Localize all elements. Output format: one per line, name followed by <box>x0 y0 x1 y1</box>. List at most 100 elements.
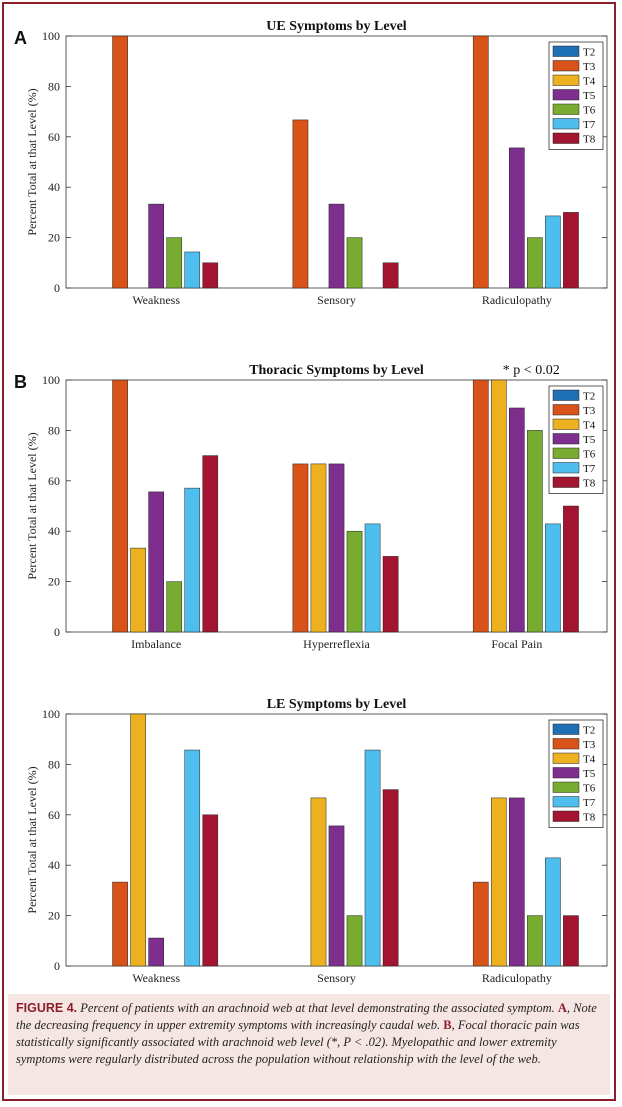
legend-label-t8: T8 <box>583 478 596 490</box>
legend-swatch-t3 <box>552 404 580 416</box>
y-tick-label: 80 <box>48 757 60 771</box>
le-symptoms-chart: LE Symptoms by Level 0 20 40 60 80 100 Percent … <box>25 697 608 985</box>
bar-t7 <box>184 749 201 967</box>
bar-t8 <box>202 455 219 633</box>
legend-label-t7: T7 <box>583 119 596 131</box>
legend-label-t6: T6 <box>583 105 596 117</box>
bar-t7 <box>184 487 201 633</box>
legend-swatch-t2 <box>552 723 580 735</box>
bar-t4 <box>130 713 146 967</box>
bar-t6 <box>346 237 363 289</box>
y-tick-label: 40 <box>48 180 60 194</box>
legend-label-t3: T3 <box>583 405 596 417</box>
bar-t5 <box>148 937 164 967</box>
bar-t4 <box>490 379 507 633</box>
legend-swatch-t7 <box>552 118 580 130</box>
bar-t3 <box>472 881 489 967</box>
caption-label: FIGURE 4. <box>16 1001 78 1015</box>
bar-t3 <box>292 119 309 289</box>
ue-symptoms-chart: UE Symptoms by Level 0 20 40 60 80 100 Percent … <box>25 19 608 307</box>
thoracic-symptoms-chart: Thoracic Symptoms by Level * p < 0.02 0 20 4… <box>25 363 608 651</box>
y-tick-label: 0 <box>54 625 60 639</box>
bar-t7 <box>545 523 561 633</box>
caption-key-b: B <box>443 1018 452 1032</box>
legend-swatch-t6 <box>552 781 580 793</box>
panel-label-a: A <box>14 28 27 48</box>
legend-swatch-t2 <box>552 389 580 401</box>
bar-t5 <box>328 463 345 633</box>
bar-t5 <box>328 203 345 289</box>
bar-t3 <box>112 881 128 967</box>
legend-swatch-t3 <box>552 60 580 72</box>
x-tick-label: Weakness <box>132 293 180 307</box>
x-tick-label: Imbalance <box>131 637 181 651</box>
bar-t7 <box>184 251 201 289</box>
legend-label-t5: T5 <box>583 90 596 102</box>
bar-t7 <box>364 749 381 967</box>
legend-label-t5: T5 <box>583 768 596 780</box>
chart-panel-ue: A UE Symptoms by Level 0 20 40 60 80 100 Percen… <box>4 12 614 332</box>
y-tick-label: 100 <box>42 373 60 387</box>
bar-t5 <box>148 491 164 633</box>
bar-t5 <box>328 825 345 967</box>
bar-t3 <box>112 379 128 633</box>
legend-swatch-t8 <box>552 132 580 144</box>
bar-t8 <box>563 915 579 967</box>
legend-label-t6: T6 <box>583 783 596 795</box>
y-axis-label: Percent Total at that Level (%) <box>25 88 39 235</box>
bar-t7 <box>545 215 561 289</box>
bar-t5 <box>509 147 525 289</box>
bar-t6 <box>346 915 363 967</box>
y-tick-label: 0 <box>54 959 60 973</box>
y-axis-label: Percent Total at that Level (%) <box>25 432 39 579</box>
legend-swatch-t6 <box>552 447 580 459</box>
legend-swatch-t5 <box>552 433 580 445</box>
y-tick-label: 40 <box>48 524 60 538</box>
y-tick-label: 100 <box>42 707 60 721</box>
bar-t8 <box>563 505 579 633</box>
legend-label-t7: T7 <box>583 797 596 809</box>
bar-t6 <box>527 237 543 289</box>
bar-t8 <box>202 262 219 289</box>
bar-t6 <box>346 530 363 633</box>
significance-annotation: * p < 0.02 <box>503 363 560 378</box>
legend-swatch-t8 <box>552 476 580 488</box>
x-tick-label: Weakness <box>132 971 180 985</box>
bar-t5 <box>148 203 164 289</box>
y-axis-label: Percent Total at that Level (%) <box>25 766 39 913</box>
caption-intro: Percent of patients with an arachnoid we… <box>77 1001 558 1015</box>
y-tick-label: 60 <box>48 808 60 822</box>
bar-t6 <box>527 915 543 967</box>
legend-label-t4: T4 <box>583 420 596 432</box>
legend-swatch-t5 <box>552 767 580 779</box>
bar-t4 <box>310 797 327 967</box>
panel-label-b: B <box>14 372 27 392</box>
legend-swatch-t8 <box>552 810 580 822</box>
legend-label-t6: T6 <box>583 449 596 461</box>
bar-t8 <box>382 556 399 633</box>
bar-t5 <box>509 797 525 967</box>
legend-label-t2: T2 <box>583 391 595 403</box>
bar-t4 <box>310 463 327 633</box>
legend-label-t8: T8 <box>583 134 596 146</box>
legend-swatch-t7 <box>552 796 580 808</box>
bar-t6 <box>166 237 183 289</box>
x-tick-label: Radiculopathy <box>482 293 552 307</box>
bar-t3 <box>472 379 489 633</box>
chart-panel-thoracic: B Thoracic Symptoms by Level * p < 0.02 0 2… <box>4 356 614 676</box>
chart-panel-le: LE Symptoms by Level 0 20 40 60 80 100 Percent … <box>4 692 614 992</box>
chart-title: UE Symptoms by Level <box>266 19 407 34</box>
legend-swatch-t6 <box>552 103 580 115</box>
bar-t8 <box>382 789 399 967</box>
y-tick-label: 20 <box>48 909 60 923</box>
legend-swatch-t3 <box>552 738 580 750</box>
y-tick-label: 80 <box>48 79 60 93</box>
y-tick-label: 40 <box>48 858 60 872</box>
bar-t8 <box>202 814 219 967</box>
legend-label-t2: T2 <box>583 47 595 59</box>
bar-t3 <box>292 463 309 633</box>
bar-t8 <box>563 212 579 289</box>
legend-label-t3: T3 <box>583 61 596 73</box>
figure-caption: FIGURE 4. Percent of patients with an ar… <box>8 994 610 1095</box>
